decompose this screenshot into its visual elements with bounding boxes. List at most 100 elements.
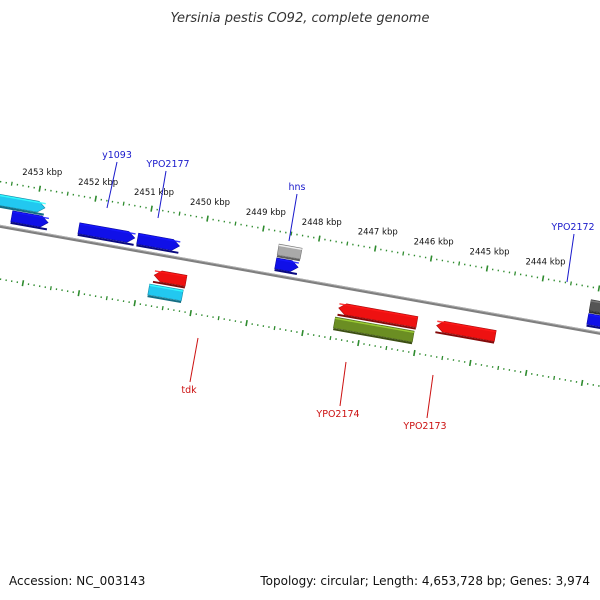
gene-tdk-b[interactable]: [147, 283, 184, 304]
label-leader-YPO2177: [157, 170, 167, 219]
gene-YPO2172[interactable]: [586, 313, 600, 331]
ruler-tick-lower: [497, 365, 500, 371]
ruler-tick-upper: [10, 181, 13, 186]
gene-body: [333, 316, 415, 343]
gene-YPO2177[interactable]: [136, 232, 181, 254]
gene-shadow: [337, 313, 416, 330]
ruler-label: 2447 kbp: [358, 228, 398, 238]
ruler-tick-lower: [385, 345, 388, 351]
gene-YPO2174-b[interactable]: [333, 316, 415, 345]
ruler-tick-upper: [94, 195, 97, 202]
gene-shadow: [10, 221, 48, 231]
gene-label-hns[interactable]: hns: [289, 182, 306, 193]
gene-shadow: [588, 310, 600, 315]
ruler-tick-lower: [357, 339, 360, 347]
ruler-tick-upper: [178, 211, 181, 216]
ruler-tick-upper: [485, 265, 489, 272]
gene-shadow: [333, 328, 413, 345]
ruler-tick-upper: [206, 215, 209, 222]
gene-shadow: [152, 280, 186, 289]
gene-label-YPO2172[interactable]: YPO2172: [550, 222, 594, 233]
ruler-label: 2446 kbp: [414, 238, 454, 248]
ruler-tick-lower: [524, 369, 528, 377]
gene-body: [10, 210, 49, 228]
label-layer: y1093 YPO2177 hns YPO2172 tdk YPO2174 YPO2173: [102, 150, 595, 432]
gene-highlight: [588, 314, 600, 318]
ruler-tick-lower: [189, 310, 192, 317]
gene-body: [136, 232, 180, 251]
gene-YPO2178[interactable]: [77, 222, 136, 246]
ruler-label: 2451 kbp: [134, 188, 174, 198]
ruler-tick-upper: [290, 231, 293, 236]
gene-highlight: [154, 270, 187, 278]
label-leader-YPO2174: [339, 361, 347, 407]
gene-highlight: [0, 194, 46, 205]
gene-shadow: [276, 255, 301, 262]
ruler-tick-upper: [429, 255, 433, 262]
ruler-label: 2444 kbp: [525, 258, 565, 268]
gene-label-YPO2177[interactable]: YPO2177: [145, 159, 189, 170]
gene-hns[interactable]: [274, 257, 299, 275]
gene-body: [77, 222, 136, 243]
gene-YPO2173[interactable]: [435, 320, 497, 344]
ruler-tick-upper: [66, 191, 69, 196]
ruler-tick-upper: [122, 201, 125, 206]
backbone-highlight: [0, 224, 600, 333]
ruler-tick-upper: [346, 241, 349, 246]
gene-highlight: [437, 320, 497, 333]
ruler-tick-lower: [105, 296, 108, 301]
gene-layer: [0, 193, 600, 345]
ruler-tick-upper: [597, 285, 600, 292]
topology-text: Topology: circular; Length: 4,653,728 bp…: [260, 574, 590, 588]
ruler-label: 2448 kbp: [302, 218, 342, 228]
ruler-tick-lower: [21, 280, 25, 287]
ruler-tick-upper: [541, 275, 545, 282]
ruler-tick-lower: [49, 286, 52, 291]
label-leader-hns: [288, 193, 298, 242]
gene-label-YPO2174[interactable]: YPO2174: [315, 409, 359, 420]
ruler-tick-upper: [514, 271, 517, 276]
gene-shadow: [147, 295, 182, 304]
gene-YPO2174[interactable]: [337, 303, 419, 330]
ruler-layer: 2453 kbp 2452 kbp 2451 kbp 2450 kbp 2449 kbp…: [0, 168, 600, 387]
ruler-tick-lower: [161, 306, 164, 311]
ruler-tick-lower: [580, 379, 584, 387]
gene-label-YPO2173[interactable]: YPO2173: [402, 421, 446, 432]
gene-highlight: [278, 244, 302, 251]
gene-highlight: [79, 223, 136, 235]
ruler-tick-upper: [569, 281, 572, 286]
gene-body: [588, 299, 600, 313]
ruler-label: 2449 kbp: [246, 208, 286, 218]
label-leader-y1093: [106, 161, 118, 209]
ruler-tick-upper: [234, 221, 237, 226]
ruler-tick-lower: [245, 320, 248, 327]
gene-hns-pseudo[interactable]: [276, 243, 303, 262]
map-title: Yersinia pestis CO92, complete genome: [171, 11, 430, 26]
gene-y1093-a[interactable]: [0, 193, 46, 216]
ruler-tick-upper: [38, 185, 42, 192]
gene-label-tdk[interactable]: tdk: [181, 385, 197, 396]
gene-YPO2172-pseudo[interactable]: [588, 299, 600, 317]
ruler-tick-lower: [553, 375, 556, 381]
gene-shadow: [0, 205, 44, 216]
gene-highlight: [12, 211, 50, 220]
gene-body: [0, 193, 46, 213]
gene-highlight: [138, 233, 181, 243]
ruler-tick-upper: [318, 235, 321, 242]
ruler-label: 2450 kbp: [190, 198, 230, 208]
gene-tdk[interactable]: [152, 270, 188, 289]
backbone-layer: [0, 224, 600, 335]
ruler-label: 2453 kbp: [22, 168, 62, 178]
gene-label-y1093[interactable]: y1093: [102, 150, 132, 161]
accession-text: Accession: NC_003143: [9, 574, 146, 588]
ruler-tick-upper: [373, 245, 377, 252]
gene-highlight: [276, 258, 299, 264]
label-leader-YPO2172: [566, 233, 575, 283]
ruler-tick-lower: [413, 349, 416, 357]
ruler-tick-lower: [273, 325, 276, 331]
gene-highlight: [339, 303, 418, 319]
gene-body: [147, 283, 184, 302]
gene-y1093[interactable]: [10, 210, 50, 231]
gene-shadow: [435, 331, 495, 344]
